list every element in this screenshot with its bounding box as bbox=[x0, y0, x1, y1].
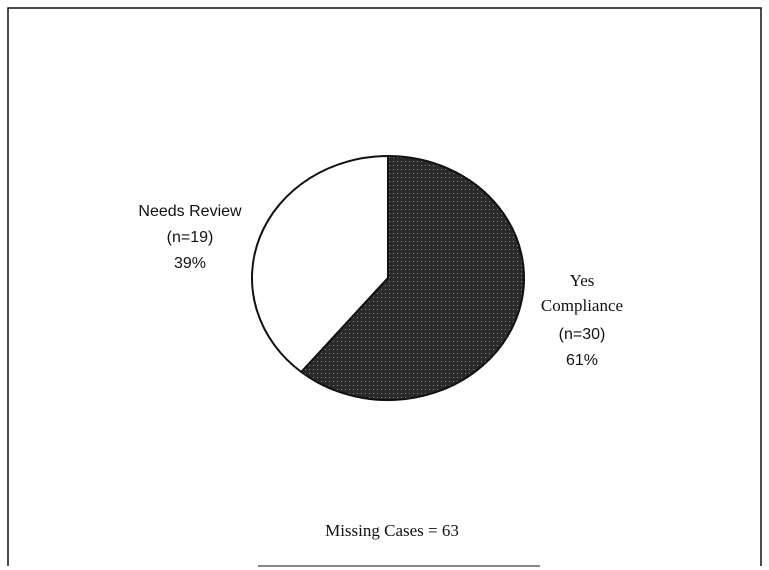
slice-label: Yes Compliance (n=30) 61% bbox=[532, 268, 632, 374]
frame bbox=[7, 7, 762, 566]
slice-label: Needs Review (n=19) 39% bbox=[110, 199, 270, 277]
pie-slice bbox=[299, 154, 525, 401]
n-label: (n=30) bbox=[558, 326, 606, 343]
note: Missing Cases = 63 bbox=[325, 521, 459, 540]
pie-slice bbox=[251, 154, 389, 374]
value-label: 61% bbox=[565, 352, 599, 369]
n-label: (n=19) bbox=[166, 229, 214, 246]
value-label: 39% bbox=[173, 255, 207, 272]
category-label: Yes Compliance bbox=[540, 271, 624, 315]
category-label: Needs Review bbox=[138, 203, 242, 220]
